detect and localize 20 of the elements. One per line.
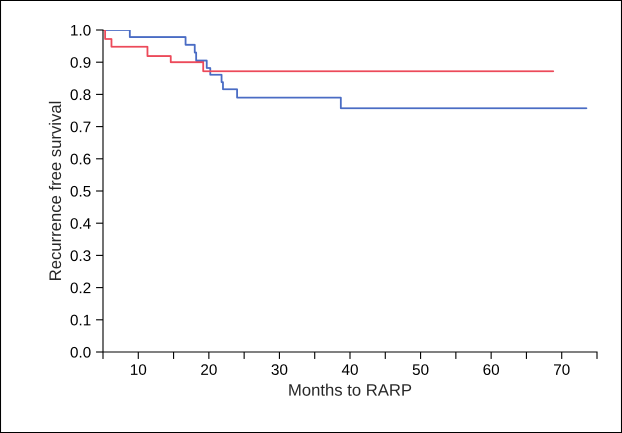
y-tick-label: 0.6 (70, 154, 91, 164)
y-tick-label: 0.2 (70, 282, 90, 294)
x-tick-label: 10 (130, 364, 146, 376)
y-tick-label: 0.0 (70, 346, 91, 358)
y-tick-label: 1.0 (71, 24, 91, 36)
y-tick-label: 0.4 (70, 218, 91, 229)
y-tick-label: 0.7 (70, 121, 90, 132)
x-tick-label: 30 (272, 364, 288, 376)
x-tick-label: 20 (201, 364, 217, 376)
x-tick-label: 60 (483, 364, 500, 376)
x-tick-label: 40 (342, 364, 358, 376)
y-tick-label: 0.5 (70, 186, 91, 197)
y-tick-label: 0.9 (70, 57, 90, 68)
y-tick-label: 0.8 (70, 89, 91, 100)
x-tick-label: 50 (412, 364, 428, 376)
x-axis-title: Months to RARP (289, 384, 412, 396)
y-tick-label: 0.1 (70, 314, 90, 326)
x-tick-label: 70 (554, 364, 570, 376)
y-axis-title: Recurrence free survival (48, 102, 62, 280)
y-tick-label: 0.3 (70, 250, 91, 262)
